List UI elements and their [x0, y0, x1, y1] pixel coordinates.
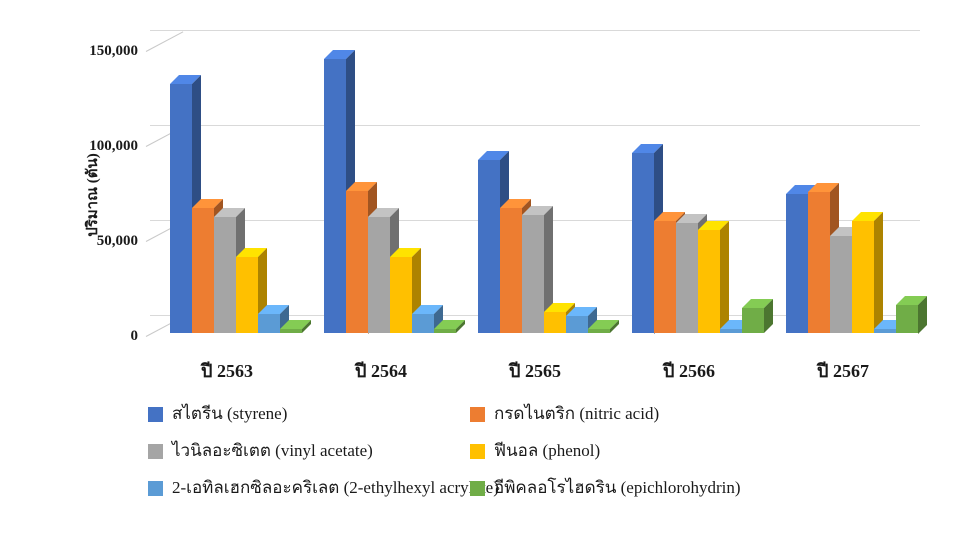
- bar-front-face: [214, 217, 236, 333]
- legend-item: อีพิคลอโรไฮดริน (epichlorohydrin): [470, 478, 741, 498]
- x-axis-category-label: ปี 2563: [201, 361, 253, 381]
- legend-label: อีพิคลอโรไฮดริน (epichlorohydrin): [494, 478, 741, 497]
- legend-marker-1: [148, 406, 163, 422]
- bar-front-face: [192, 207, 214, 333]
- legend-item: กรดไนตริก (nitric acid): [470, 404, 741, 424]
- legend-item: สไตรีน (styrene): [148, 404, 470, 424]
- legend-marker-4: [470, 443, 485, 459]
- legend-label: ฟีนอล (phenol): [494, 441, 601, 460]
- bar-front-face: [874, 329, 896, 333]
- legend-marker-6: [470, 480, 485, 496]
- bar-front-face: [412, 314, 434, 333]
- bar-front-face: [808, 192, 830, 333]
- bar-front-face: [566, 315, 588, 333]
- bar-front-face: [390, 257, 412, 333]
- bar-front-face: [654, 220, 676, 333]
- bar-front-face: [346, 190, 368, 333]
- bar-front-face: [742, 308, 764, 333]
- bar-front-face: [588, 329, 610, 333]
- legend-marker-3: [148, 443, 163, 459]
- legend-label: กรดไนตริก (nitric acid): [494, 404, 660, 423]
- bar-front-face: [236, 257, 258, 333]
- bar-side-face: [874, 211, 883, 333]
- bar-front-face: [522, 215, 544, 333]
- y-axis-tick-label: 0: [130, 328, 139, 344]
- x-axis-category-label: ปี 2566: [663, 361, 715, 381]
- bar-front-face: [632, 152, 654, 333]
- axis-tick-connector: [145, 31, 184, 52]
- bar-front-face: [786, 194, 808, 333]
- legend-item: ไวนิลอะซิเตต (vinyl acetate): [148, 441, 470, 461]
- legend-item: ฟีนอล (phenol): [470, 441, 741, 461]
- y-axis-tick-label: 50,000: [96, 233, 138, 249]
- legend-label: ไวนิลอะซิเตต (vinyl acetate): [172, 441, 373, 460]
- x-axis-category-label: ปี 2567: [817, 361, 869, 381]
- bar-front-face: [698, 230, 720, 333]
- bar-front-face: [852, 220, 874, 333]
- x-axis-category-label: ปี 2564: [355, 361, 407, 381]
- bar-front-face: [478, 160, 500, 333]
- legend-label: 2-เอทิลเฮกซิลอะคริเลต (2-ethylhexyl acry…: [172, 478, 499, 497]
- gridline: [150, 125, 920, 126]
- bar-front-face: [720, 329, 742, 333]
- bar-front-face: [170, 84, 192, 333]
- x-axis-category-label: ปี 2565: [509, 361, 561, 381]
- y-axis-tick-label: 150,000: [89, 43, 138, 59]
- legend-item: 2-เอทิลเฮกซิลอะคริเลต (2-ethylhexyl acry…: [148, 478, 499, 498]
- legend-marker-2: [470, 406, 485, 422]
- plot-area: 0 50,000 100,000 150,000 ปี 2563 ปี 2564 ปี 25…: [89, 30, 927, 381]
- legend-label: สไตรีน (styrene): [172, 404, 288, 423]
- bar-front-face: [500, 207, 522, 333]
- bar-front-face: [258, 314, 280, 333]
- chart-legend: สไตรีน (styrene) กรดไนตริก (nitric acid) ไ…: [148, 404, 741, 498]
- gridline: [150, 30, 920, 31]
- legend-marker-5: [148, 480, 163, 496]
- y-axis-tick-label: 100,000: [89, 138, 138, 154]
- bar-front-face: [324, 59, 346, 333]
- bar-side-face: [720, 221, 729, 333]
- bar-front-face: [368, 217, 390, 333]
- bar-front-face: [434, 329, 456, 333]
- bar-front-face: [544, 312, 566, 333]
- bar-front-face: [280, 329, 302, 333]
- bar-front-face: [830, 236, 852, 333]
- bar-front-face: [676, 222, 698, 333]
- bar-front-face: [896, 304, 918, 333]
- y-axis-title: ปริมาณ (ตัน): [85, 153, 101, 237]
